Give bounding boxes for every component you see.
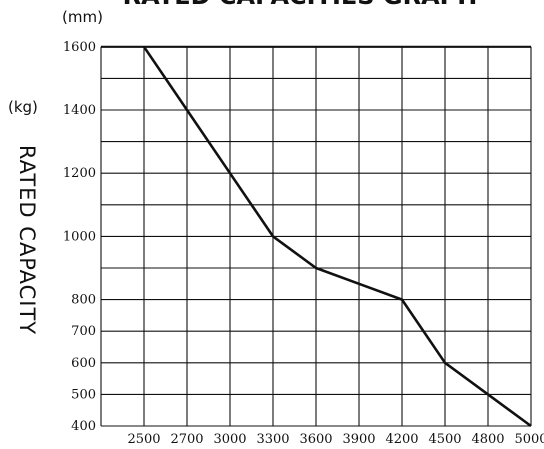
x-tick-label: 3300 (256, 432, 289, 447)
series (142, 46, 532, 428)
y-tick-label: 800 (71, 293, 96, 308)
y-tick-label: 600 (71, 356, 96, 371)
x-tick-label: 5000 (514, 432, 544, 447)
x-unit-label: (mm) (62, 8, 103, 26)
x-tick-label: 3900 (342, 432, 375, 447)
x-tick-label: 3600 (299, 432, 332, 447)
x-tick-label: 4200 (385, 432, 418, 447)
y-unit-label: (kg) (8, 98, 38, 116)
x-tick-label: 2700 (170, 432, 203, 447)
y-tick-labels: 400 500 600 700 800 1000 1200 1400 1600 (63, 40, 96, 434)
x-tick-label: 4500 (428, 432, 461, 447)
x-tick-label: 2500 (127, 432, 160, 447)
y-tick-label: 500 (71, 387, 96, 402)
chart-title: RATED CAPACITIES GRAPH (123, 0, 478, 10)
y-tick-label: 1000 (63, 229, 96, 244)
y-tick-label: 1600 (63, 40, 96, 55)
x-tick-label: 4800 (471, 432, 504, 447)
capacity-line (142, 46, 532, 428)
y-tick-label: 400 (71, 419, 96, 434)
y-tick-label: 1400 (63, 103, 96, 118)
y-tick-label: 700 (71, 324, 96, 339)
x-tick-label: 3000 (213, 432, 246, 447)
x-tick-labels: 2500 2700 3000 3300 3600 3900 4200 4500 4800 5000 (127, 432, 544, 447)
grid (100, 45, 532, 427)
y-axis-label: RATED CAPACITY (15, 145, 39, 335)
y-tick-label: 1200 (63, 166, 96, 181)
